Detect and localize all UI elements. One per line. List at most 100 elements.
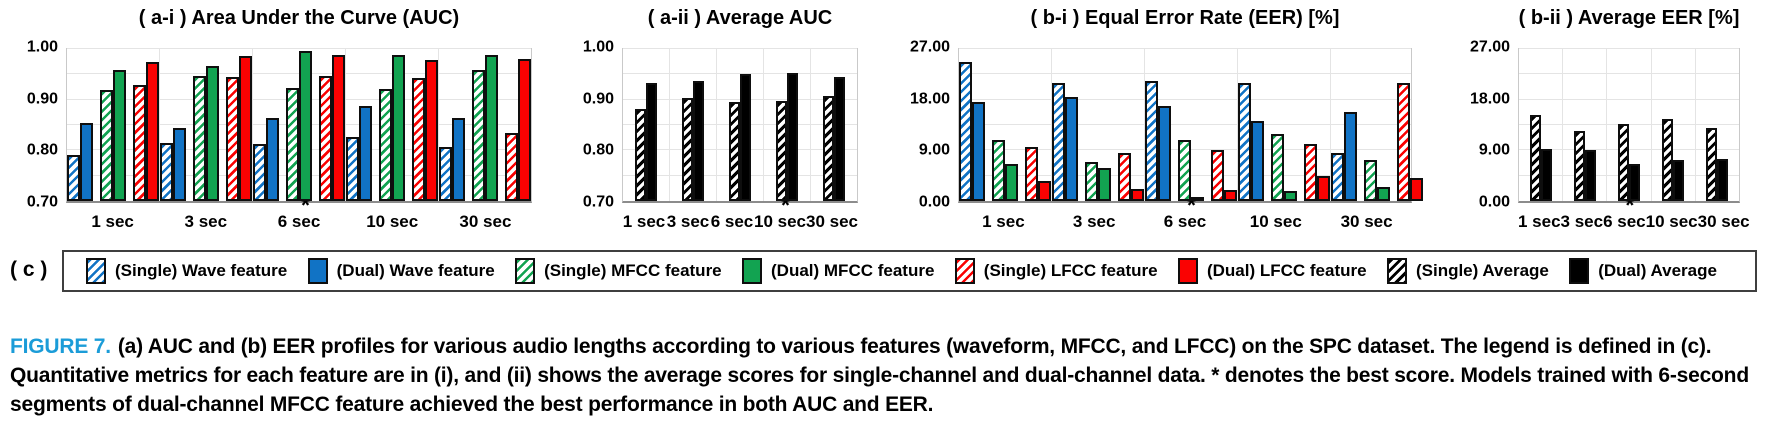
bar [173, 127, 186, 201]
bar-group [1606, 49, 1650, 201]
legend-item: (Single) Average [1386, 258, 1549, 284]
legend-item: (Dual) MFCC feature [742, 258, 934, 284]
x-tick: 3 sec [1049, 205, 1140, 233]
bar [1052, 82, 1065, 201]
bar [1178, 140, 1191, 201]
legend-swatch [86, 258, 106, 284]
bar [959, 61, 972, 201]
bar [266, 118, 279, 201]
bar [1271, 134, 1284, 201]
y-tick-label: 9.00 [1478, 141, 1510, 159]
bar-group [1330, 49, 1423, 201]
x-tick: 10 sec * [754, 194, 806, 233]
bar [160, 142, 173, 201]
y-tick-label: 18.00 [1469, 90, 1510, 108]
y-axis: 1.00 0.90 0.80 0.70 [582, 39, 614, 211]
legend-swatch [515, 258, 536, 284]
legend-item-label: (Dual) Wave feature [336, 261, 495, 280]
bar [239, 55, 252, 201]
bar [113, 69, 126, 201]
y-tick-label: 9.00 [918, 141, 950, 159]
y-tick-label: 0.90 [582, 90, 614, 108]
legend-item-label: (Dual) MFCC feature [771, 261, 935, 280]
chart-eer: ( b-i ) Equal Error Rate (EER) [%] 27.00… [893, 0, 1423, 238]
bar [67, 154, 80, 201]
bar [439, 147, 452, 201]
gridline [1519, 98, 1739, 100]
x-tick-label: 1 sec [1518, 212, 1561, 231]
gridline [67, 48, 531, 49]
bar [1573, 131, 1585, 201]
gridline [959, 48, 1411, 49]
x-tick: 1 sec [1518, 205, 1561, 233]
x-tick: 1 sec [958, 205, 1049, 233]
plot-area [622, 48, 858, 203]
x-tick: 6 sec * [1140, 194, 1231, 233]
x-axis: 1 sec 3 sec 6 sec * 10 sec 30 sec [66, 194, 532, 233]
bar [1364, 159, 1377, 201]
bar [392, 54, 405, 201]
legend-swatch [954, 258, 975, 284]
y-tick-label: 1.00 [26, 38, 58, 56]
gridline [959, 73, 1411, 75]
x-tick: 1 sec [622, 205, 666, 233]
y-tick-label: 0.00 [918, 193, 950, 211]
bar [1085, 161, 1098, 201]
bar [1284, 190, 1297, 201]
y-tick-label: 0.80 [582, 141, 614, 159]
bar [1706, 128, 1718, 201]
gridline [1519, 124, 1739, 125]
chart-title: ( b-i ) Equal Error Rate (EER) [%] [1030, 7, 1340, 29]
gridline [959, 124, 1411, 125]
bar [472, 69, 485, 201]
gridline [623, 48, 857, 49]
x-tick-label: 10 sec [1645, 212, 1698, 231]
x-tick-label: 1 sec [622, 212, 666, 231]
bar [1025, 146, 1038, 201]
bar-group [252, 49, 345, 201]
x-tick: 3 sec [666, 205, 710, 233]
bar [1118, 152, 1131, 201]
bar [1529, 114, 1541, 201]
bar [1331, 153, 1344, 201]
bar [1145, 81, 1158, 201]
gridline [1519, 48, 1739, 49]
bar-group [1694, 49, 1739, 201]
bar-group [1562, 49, 1606, 201]
plot-area [66, 48, 532, 203]
x-tick-label: 30 sec [459, 212, 512, 231]
x-tick: 30 sec [806, 205, 858, 233]
legend-swatch [1177, 258, 1198, 284]
x-tick-label: 10 sec [366, 212, 419, 231]
legend-item-label: (Dual) LFCC feature [1206, 261, 1367, 280]
x-tick-label: 6 sec [1603, 212, 1646, 231]
x-tick: 3 sec [1561, 205, 1604, 233]
bar [100, 89, 113, 201]
x-tick: 10 sec [1230, 205, 1321, 233]
bar [226, 77, 239, 201]
bar [332, 54, 345, 201]
bar [1397, 83, 1410, 201]
y-axis: 27.00 18.00 9.00 0.00 [893, 39, 950, 211]
x-tick-label: 3 sec [184, 212, 228, 231]
plot-area [958, 48, 1423, 203]
x-axis: 1 sec 3 sec 6 sec 10 sec * 30 sec [622, 194, 858, 233]
bar [1673, 160, 1685, 201]
x-tick: 30 sec [1321, 205, 1412, 233]
bar [485, 55, 498, 201]
bar [206, 66, 219, 201]
x-axis: 1 sec 3 sec 6 sec * 10 sec 30 sec [958, 194, 1412, 233]
bar [286, 87, 299, 201]
bar [776, 101, 787, 201]
bar [1344, 112, 1357, 201]
bar [646, 83, 657, 201]
bar [740, 73, 751, 201]
x-tick: 30 sec [1698, 205, 1750, 233]
chart-average-eer: ( b-ii ) Average EER [%] 27.00 18.00 9.00 0… [1455, 0, 1750, 238]
bar [1131, 188, 1144, 201]
legend-swatch [1386, 258, 1407, 284]
bar [1584, 150, 1596, 201]
bar [193, 76, 206, 201]
bar [253, 143, 266, 201]
bar [346, 137, 359, 201]
